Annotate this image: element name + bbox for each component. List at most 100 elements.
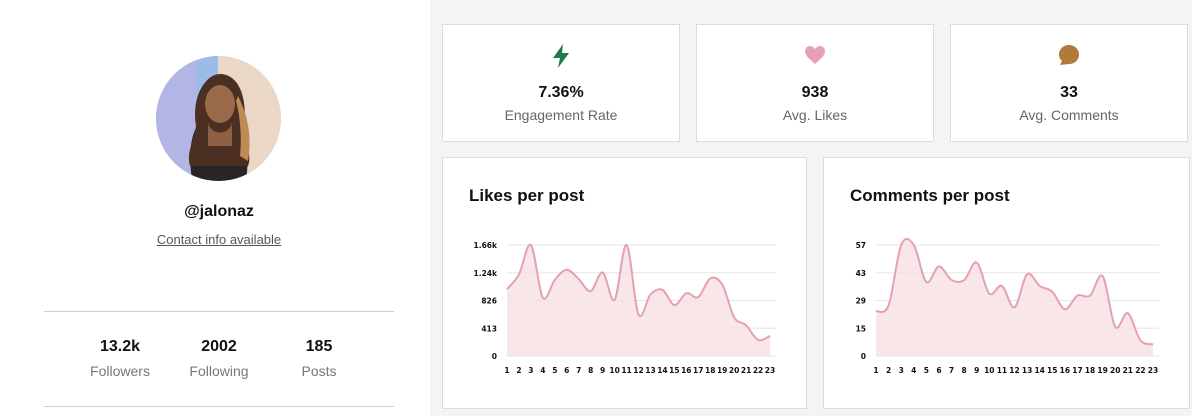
data-point bbox=[578, 278, 580, 280]
x-tick-label: 16 bbox=[681, 366, 691, 375]
comments-chart-card: Comments per post 0 15 29 43 57 1 2 3 4 5 6 7 8 9 10 11… bbox=[823, 157, 1190, 409]
data-point bbox=[1139, 339, 1141, 341]
chart-title: Comments per post bbox=[850, 186, 1010, 205]
username: @jalonaz bbox=[184, 203, 254, 220]
data-point bbox=[976, 262, 978, 264]
x-tick-label: 3 bbox=[899, 366, 904, 375]
y-tick-label: 29 bbox=[856, 297, 866, 306]
x-tick-label: 3 bbox=[528, 366, 533, 375]
data-point bbox=[1064, 308, 1066, 310]
metric-value: 33 bbox=[1060, 84, 1078, 101]
data-point bbox=[661, 289, 663, 291]
data-point bbox=[506, 288, 508, 290]
x-tick-label: 13 bbox=[1022, 366, 1032, 375]
x-tick-label: 2 bbox=[886, 366, 891, 375]
x-tick-label: 6 bbox=[936, 366, 941, 375]
y-tick-label: 0 bbox=[492, 352, 497, 361]
stat-label: Posts bbox=[301, 363, 337, 379]
data-point bbox=[757, 339, 759, 341]
comment-bubble-icon bbox=[1059, 45, 1079, 65]
data-point bbox=[1152, 343, 1154, 345]
y-tick-label: 413 bbox=[481, 324, 497, 333]
x-tick-label: 15 bbox=[1047, 366, 1057, 375]
data-point bbox=[518, 273, 520, 275]
data-point bbox=[638, 314, 639, 316]
x-tick-label: 12 bbox=[633, 366, 643, 375]
stat-following: 2002 Following bbox=[169, 338, 269, 379]
data-point bbox=[963, 279, 965, 281]
data-point bbox=[697, 296, 699, 298]
x-tick-label: 11 bbox=[997, 366, 1007, 375]
data-point bbox=[938, 265, 940, 267]
data-point bbox=[1051, 291, 1053, 293]
x-tick-label: 18 bbox=[1085, 366, 1095, 375]
metric-label: Avg. Comments bbox=[1019, 107, 1119, 123]
divider-top bbox=[44, 311, 394, 312]
contact-info-link[interactable]: Contact info available bbox=[156, 232, 282, 247]
y-tick-label: 1.66k bbox=[474, 241, 499, 250]
x-tick-label: 12 bbox=[1009, 366, 1019, 375]
stat-value: 13.2k bbox=[99, 338, 141, 355]
stat-value: 2002 bbox=[201, 338, 237, 355]
x-tick-label: 19 bbox=[1097, 366, 1107, 375]
y-tick-label: 57 bbox=[856, 241, 866, 250]
x-tick-label: 16 bbox=[1060, 366, 1070, 375]
stat-label: Following bbox=[189, 363, 249, 379]
x-tick-label: 8 bbox=[962, 366, 967, 375]
metric-value: 938 bbox=[801, 84, 829, 101]
x-tick-label: 14 bbox=[1034, 366, 1044, 375]
data-point bbox=[951, 279, 953, 281]
x-tick-label: 2 bbox=[516, 366, 521, 375]
metric-label: Engagement Rate bbox=[504, 107, 618, 123]
x-tick-label: 10 bbox=[984, 366, 994, 375]
divider-bottom bbox=[44, 406, 394, 407]
x-tick-label: 22 bbox=[1135, 366, 1145, 375]
avg-likes-card: 938 Avg. Likes bbox=[696, 24, 934, 142]
stat-posts: 185 Posts bbox=[269, 338, 369, 379]
data-point bbox=[769, 335, 771, 337]
data-point bbox=[566, 269, 568, 271]
avg-comments-card: 33 Avg. Comments bbox=[950, 24, 1188, 142]
data-point bbox=[709, 277, 711, 279]
x-tick-label: 22 bbox=[753, 366, 763, 375]
x-tick-label: 7 bbox=[949, 366, 954, 375]
x-tick-label: 14 bbox=[657, 366, 667, 375]
x-tick-label: 20 bbox=[729, 366, 739, 375]
x-tick-label: 5 bbox=[552, 366, 557, 375]
x-tick-label: 17 bbox=[1072, 366, 1082, 375]
x-tick-label: 4 bbox=[540, 366, 545, 375]
x-tick-label: 1 bbox=[873, 366, 878, 375]
x-tick-label: 21 bbox=[1123, 366, 1133, 375]
data-point bbox=[900, 244, 902, 246]
metric-label: Avg. Likes bbox=[782, 107, 848, 123]
data-point bbox=[925, 281, 927, 283]
x-tick-label: 7 bbox=[576, 366, 581, 375]
x-tick-label: 8 bbox=[588, 366, 593, 375]
avatar[interactable] bbox=[156, 56, 281, 181]
data-point bbox=[1026, 273, 1028, 275]
data-point bbox=[649, 293, 651, 295]
x-tick-label: 4 bbox=[911, 366, 916, 375]
y-tick-label: 0 bbox=[861, 352, 866, 361]
data-point bbox=[988, 293, 990, 295]
data-point bbox=[1114, 326, 1116, 328]
stat-followers: 13.2k Followers bbox=[70, 338, 170, 379]
x-tick-label: 17 bbox=[693, 366, 703, 375]
series-area bbox=[507, 244, 770, 356]
data-point bbox=[1014, 306, 1015, 308]
x-tick-label: 18 bbox=[705, 366, 715, 375]
data-point bbox=[614, 299, 616, 301]
y-tick-label: 1.24k bbox=[474, 269, 499, 278]
data-point bbox=[685, 292, 687, 294]
x-tick-label: 6 bbox=[564, 366, 569, 375]
y-tick-label: 15 bbox=[856, 324, 866, 333]
x-tick-label: 10 bbox=[609, 366, 619, 375]
data-point bbox=[542, 297, 544, 299]
lightning-icon bbox=[553, 44, 569, 68]
data-point bbox=[602, 271, 604, 273]
data-point bbox=[1001, 285, 1003, 287]
data-point bbox=[1102, 275, 1104, 277]
data-point bbox=[1076, 295, 1078, 297]
x-tick-label: 13 bbox=[645, 366, 655, 375]
y-tick-label: 43 bbox=[856, 269, 866, 278]
